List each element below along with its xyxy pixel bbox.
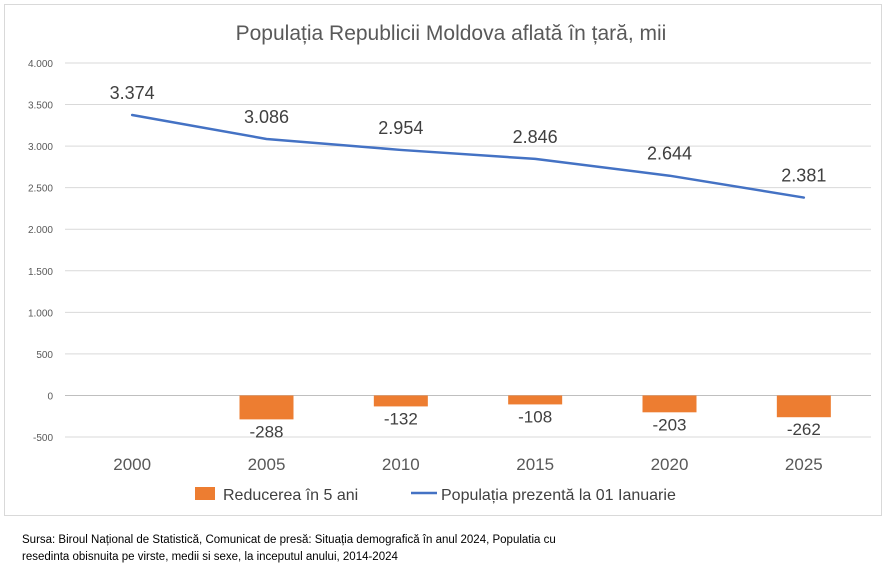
- legend-label-line: Populația prezentă la 01 Ianuarie: [441, 487, 676, 504]
- y-tick-label: 3.000: [28, 142, 53, 153]
- y-axis-ticks: -500 0 500 1.000 1.500 2.000 2.500 3.000 3.500 4.…: [28, 59, 53, 444]
- y-tick-label: 1.000: [28, 308, 53, 319]
- bar: [642, 395, 697, 413]
- bar: [239, 395, 294, 420]
- y-tick-label: 0: [47, 391, 53, 402]
- x-tick-label: 2000: [113, 455, 151, 474]
- y-tick-label: 4.000: [28, 59, 53, 70]
- line-point: [534, 158, 536, 160]
- y-tick-label: 2.000: [28, 225, 53, 236]
- line-point: [266, 138, 267, 140]
- bar-data-label: -262: [787, 420, 821, 439]
- line-series: [130, 113, 806, 199]
- bar-data-label: -203: [652, 415, 686, 434]
- bar: [776, 395, 831, 418]
- gridlines: [65, 62, 871, 438]
- source-note: Sursa: Biroul Național de Statistică, Co…: [22, 532, 662, 566]
- chart-title: Populația Republicii Moldova aflată în ț…: [236, 22, 667, 45]
- line-point: [669, 175, 670, 177]
- line-point: [400, 149, 402, 151]
- legend-label-bar: Reducerea în 5 ani: [223, 487, 358, 504]
- bar: [373, 395, 428, 407]
- line-point: [131, 114, 133, 116]
- chart-frame: Populația Republicii Moldova aflată în ț…: [4, 4, 882, 516]
- line-data-label: 3.086: [244, 107, 289, 127]
- x-tick-label: 2010: [382, 455, 420, 474]
- legend: Reducerea în 5 ani Populația prezentă la…: [195, 487, 676, 504]
- line-data-label: 2.954: [378, 118, 423, 138]
- line-data-label: 3.374: [110, 83, 155, 103]
- y-tick-label: 1.500: [28, 267, 53, 278]
- x-tick-label: 2015: [516, 455, 554, 474]
- x-tick-label: 2005: [248, 455, 286, 474]
- data-labels: -288 -132 -108 -203 -262 3.374 3.086 2.954 2.846…: [110, 83, 827, 441]
- x-tick-label: 2025: [785, 455, 823, 474]
- line-data-label: 2.846: [513, 127, 558, 147]
- chart-svg: Populația Republicii Moldova aflată în ț…: [28, 22, 871, 504]
- x-tick-label: 2020: [651, 455, 689, 474]
- y-tick-label: 2.500: [28, 184, 53, 195]
- line-data-label: 2.381: [781, 166, 826, 186]
- population-line: [130, 113, 806, 199]
- line-data-label: 2.644: [647, 144, 692, 164]
- line-point: [803, 197, 805, 199]
- source-line-1: Sursa: Biroul Național de Statistică, Co…: [22, 534, 556, 546]
- y-tick-label: 500: [36, 350, 53, 361]
- bar-series: [239, 395, 831, 420]
- legend-swatch-bar: [195, 487, 215, 500]
- y-tick-label: -500: [33, 433, 53, 444]
- bar-data-label: -288: [249, 422, 283, 441]
- bar: [508, 395, 563, 405]
- y-tick-label: 3.500: [28, 101, 53, 112]
- source-line-2: resedinta obisnuita pe virste, medii si …: [22, 551, 398, 563]
- x-axis-ticks: 2000 2005 2010 2015 2020 2025: [113, 455, 822, 474]
- bar-data-label: -108: [518, 407, 552, 426]
- bar-data-label: -132: [384, 409, 418, 428]
